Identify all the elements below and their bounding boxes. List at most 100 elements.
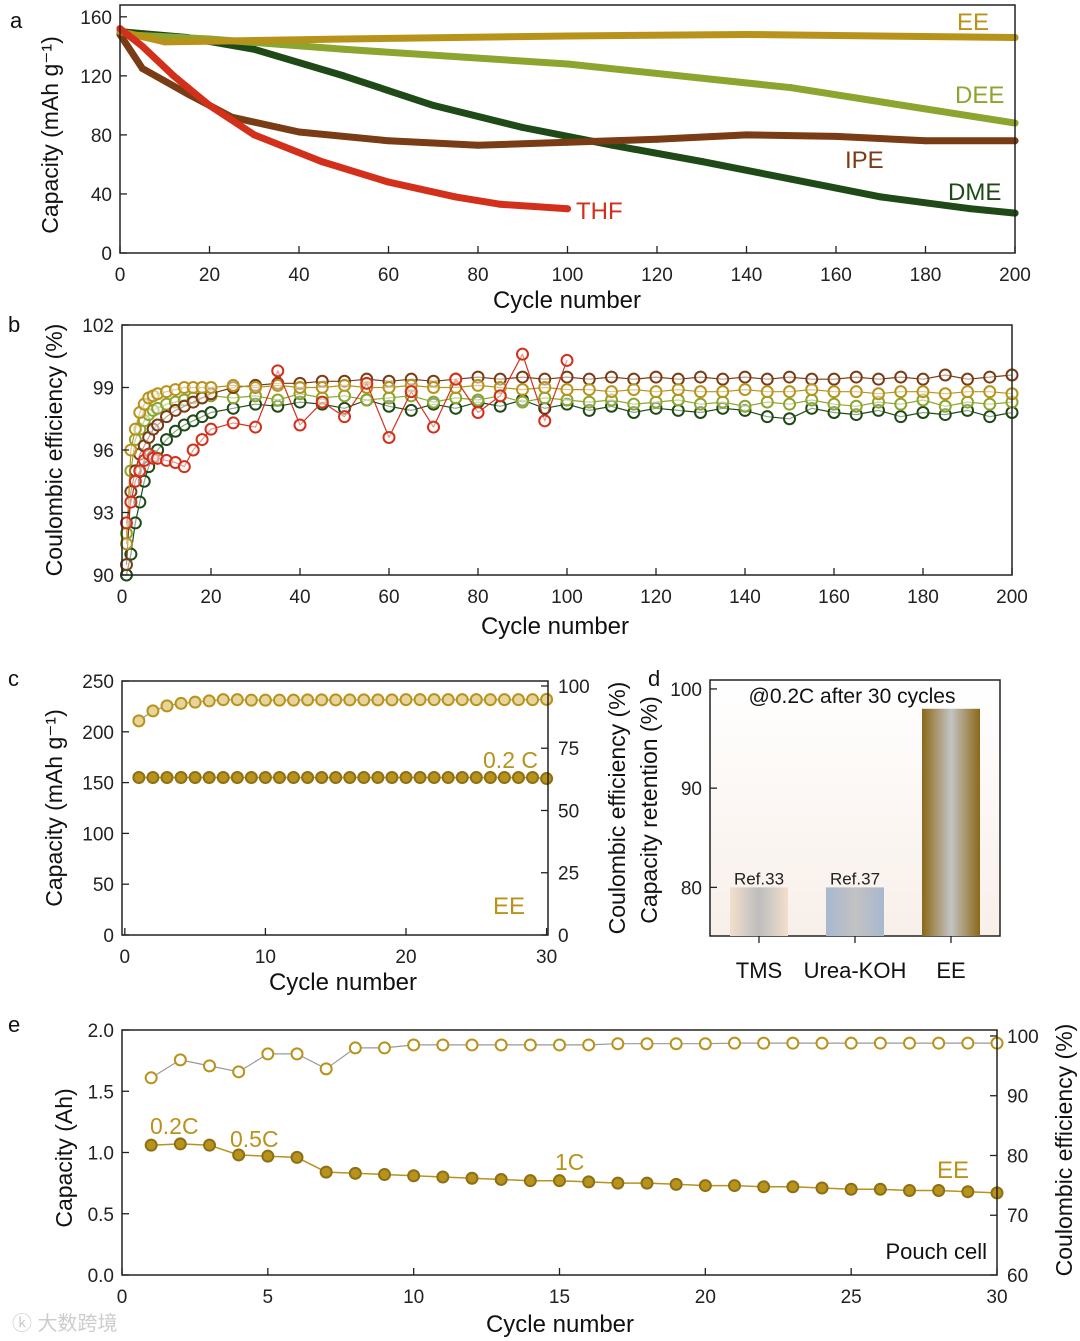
capacity-point [160, 771, 174, 785]
panel-a-ytick-label: 120 [80, 67, 112, 88]
bar-urea-koh [826, 887, 884, 936]
ce-point [329, 693, 343, 707]
panel-e-right-ytick-label: 100 [1007, 1027, 1039, 1048]
data-point-dme [787, 175, 795, 183]
panel-c-right-ytick-label: 50 [558, 801, 579, 822]
capacity-point [343, 771, 357, 785]
panel-c-right-ytick-label: 25 [558, 864, 579, 885]
ce-point [348, 1041, 362, 1055]
data-point-dee [694, 397, 707, 411]
ce-point [728, 1036, 741, 1050]
panel-letter: b [8, 312, 20, 337]
legend-label-dme: DME [948, 179, 1001, 206]
data-point-dme [698, 157, 706, 165]
data-point-dme [404, 403, 418, 417]
data-point-dee [649, 395, 663, 409]
y-axis-title: Capacity (mAh g⁻¹) [37, 36, 63, 233]
data-point-ee [516, 383, 529, 397]
data-point-ee [161, 38, 169, 46]
x-axis-title: Cycle number [493, 287, 641, 314]
data-point-thf [124, 495, 138, 509]
x-axis-title: Cycle number [486, 1311, 634, 1338]
panel-b-xtick-label: 180 [907, 587, 939, 608]
capacity-point [497, 771, 511, 785]
ce-point [160, 699, 174, 713]
data-point-dee [271, 393, 285, 407]
data-point-dme [168, 424, 182, 438]
data-point-dme [760, 410, 774, 424]
data-point-ee [293, 381, 307, 394]
data-point-ee [743, 31, 750, 39]
capacity-point [371, 771, 385, 785]
ce-point [427, 693, 441, 707]
panel-a-xtick-label: 160 [820, 265, 852, 286]
data-point-thf [538, 414, 552, 428]
data-point-ee [564, 32, 571, 40]
data-point-ee [872, 387, 885, 401]
panel-e-ytick-label: 1.0 [88, 1144, 114, 1165]
ce-point [132, 714, 146, 728]
ce-point [436, 1038, 450, 1052]
capacity-point [465, 1171, 479, 1185]
panel-a-ytick-label: 40 [91, 185, 112, 206]
rate-label: 0.2 C [483, 747, 538, 773]
data-point-ipe [560, 370, 574, 384]
legend-label-dee: DEE [955, 82, 1004, 109]
capacity-point [815, 1181, 829, 1195]
panel-c-right-ytick-label: 100 [558, 677, 590, 698]
panel-c-ytick-label: 250 [82, 672, 114, 693]
ce-point [413, 693, 427, 707]
data-point-thf [471, 406, 485, 419]
panel-c-xtick-label: 0 [120, 947, 131, 968]
ce-point [640, 1037, 654, 1051]
capacity-point [244, 771, 258, 785]
capacity-point [494, 1172, 508, 1186]
data-point-ee [119, 537, 133, 551]
category-label: TMS [736, 958, 782, 983]
capacity-point [230, 771, 244, 785]
capacity-point [455, 771, 469, 785]
data-point-ee [671, 383, 685, 397]
data-point-thf [250, 131, 258, 139]
data-point-thf [170, 72, 178, 80]
panel-e-xtick-label: 15 [549, 1287, 570, 1308]
panel-e-xtick-label: 30 [986, 1287, 1007, 1308]
ce-point [698, 1037, 712, 1051]
bar-ref-label: Ref.37 [830, 869, 880, 888]
data-point-dee [564, 60, 571, 68]
y2-axis-title: Coulombic efficiency (%) [604, 682, 630, 935]
data-point-thf [186, 443, 200, 457]
capacity-point [258, 771, 272, 785]
data-point-thf [516, 347, 529, 361]
ce-point [540, 692, 554, 706]
panel-c-right-ytick-label: 75 [558, 739, 579, 760]
data-point-ee [716, 385, 730, 399]
panel-e-right-ytick-label: 90 [1007, 1087, 1028, 1108]
ce-point [244, 693, 258, 707]
watermark-logo: ⓚ 大数跨境 [12, 1312, 118, 1335]
capacity-point [232, 1148, 246, 1162]
panel-c-ytick-label: 100 [82, 824, 114, 845]
panel-e-xtick-label: 20 [695, 1287, 716, 1308]
capacity-point [582, 1175, 596, 1189]
capacity-point [698, 1179, 712, 1193]
data-point-thf [493, 389, 507, 403]
panel-letter: d [648, 666, 660, 691]
panel-d-ytick-label: 90 [681, 779, 702, 800]
panel-b-xtick-label: 20 [200, 587, 221, 608]
chart-title: @0.2C after 30 cycles [749, 685, 956, 708]
data-point-dee [338, 389, 351, 403]
ce-point [173, 1053, 187, 1067]
data-point-ee [738, 383, 752, 397]
data-point-ee [560, 383, 574, 397]
data-point-ipe [922, 137, 929, 145]
panel-e-right-ytick-label: 80 [1007, 1146, 1028, 1167]
capacity-point [786, 1180, 800, 1194]
data-point-dee [738, 399, 752, 413]
capacity-point [319, 1165, 333, 1179]
data-point-dee [627, 397, 641, 411]
data-point-dee [783, 397, 796, 411]
ce-point [511, 693, 525, 707]
panel-e-xtick-label: 0 [117, 1287, 128, 1308]
ce-point [174, 696, 188, 710]
